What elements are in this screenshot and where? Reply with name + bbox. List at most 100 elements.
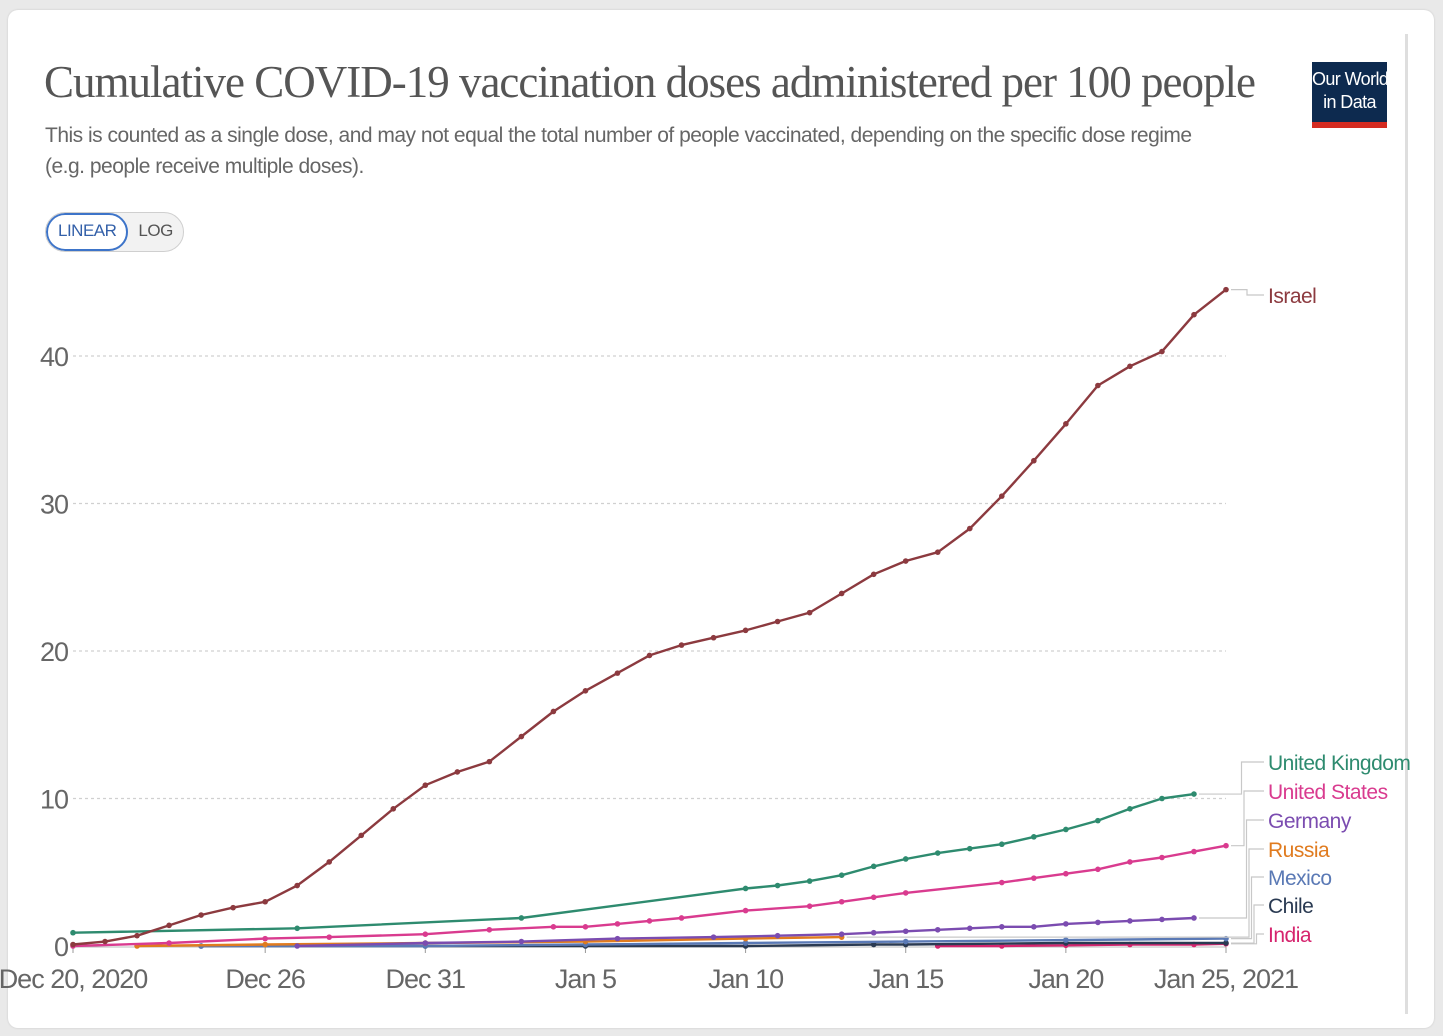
data-point [1063, 421, 1069, 427]
data-point [326, 859, 333, 865]
data-point [390, 806, 397, 812]
data-point [358, 832, 365, 839]
data-point [1127, 363, 1133, 370]
data-point [1031, 875, 1037, 881]
data-point [326, 934, 333, 940]
chart-card [8, 10, 1434, 1028]
series-label: Chile [1268, 895, 1313, 918]
y-tick-label: 30 [40, 490, 68, 520]
data-point [614, 670, 621, 676]
data-point [1223, 286, 1229, 293]
data-point [934, 549, 941, 555]
y-tick-label: 20 [40, 637, 68, 667]
data-point [166, 940, 172, 946]
data-point [742, 940, 749, 946]
data-point [422, 940, 429, 946]
x-tick-label: Jan 5 [555, 964, 616, 994]
data-point [1191, 311, 1197, 318]
data-point [774, 618, 781, 625]
data-point [1191, 848, 1197, 855]
series-label: India [1268, 924, 1312, 947]
data-point [806, 878, 813, 884]
data-point [774, 882, 781, 889]
data-point [806, 609, 813, 616]
data-point [1159, 348, 1165, 355]
data-point [1095, 382, 1101, 389]
data-point [902, 928, 909, 935]
data-point [678, 642, 685, 648]
y-axis: 0 10 20 30 40 [40, 342, 69, 962]
label-connector [1198, 761, 1264, 795]
series-line [937, 942, 1227, 948]
data-point [134, 932, 140, 939]
scale-toggle: LINEAR LOG [45, 212, 184, 252]
data-point [230, 904, 236, 911]
linear-scale-button[interactable]: LINEAR [46, 213, 129, 251]
data-point [166, 922, 172, 929]
y-tick-label: 0 [54, 932, 68, 962]
data-point [518, 938, 525, 945]
data-point [1095, 866, 1101, 873]
data-point [422, 931, 429, 937]
data-point [1127, 859, 1133, 865]
label-connector [1231, 876, 1264, 940]
data-point [1031, 924, 1037, 930]
data-point [742, 627, 749, 634]
series-line [72, 792, 1195, 934]
data-point [934, 926, 941, 933]
data-point [1031, 834, 1037, 840]
data-point [999, 924, 1005, 930]
data-point [999, 493, 1005, 499]
data-point [518, 915, 525, 921]
label-connector [1231, 933, 1264, 945]
chart-subtitle: This is counted as a single dose, and ma… [45, 124, 1192, 178]
data-point [934, 850, 941, 856]
data-point [966, 525, 973, 532]
data-point [582, 688, 589, 694]
owid-logo[interactable]: Our World in Data [1312, 62, 1389, 128]
data-point [614, 935, 621, 942]
data-point [999, 841, 1005, 848]
data-point [550, 708, 557, 715]
data-point [262, 935, 268, 942]
data-point [102, 938, 108, 945]
data-point [1191, 791, 1197, 797]
x-tick-label: Dec 20, 2020 [0, 964, 147, 994]
data-point [806, 903, 813, 909]
label-connector [1198, 819, 1264, 919]
data-point [1095, 817, 1101, 824]
data-point [1063, 937, 1069, 943]
data-point [742, 907, 749, 914]
data-point [966, 925, 973, 932]
log-scale-button[interactable]: LOG [138, 221, 173, 240]
data-point [710, 934, 717, 940]
data-point [870, 863, 877, 870]
x-tick-label: Jan 10 [708, 964, 783, 994]
data-point [774, 932, 781, 939]
data-point [550, 924, 557, 930]
data-point [678, 915, 685, 921]
data-point [838, 898, 845, 905]
series-label: Russia [1268, 839, 1330, 862]
series-label: United States [1268, 781, 1388, 804]
logo-line-2: in Data [1323, 92, 1376, 112]
label-connector [1231, 904, 1264, 944]
legend-labels: Israel United Kingdom United States Germany… [846, 285, 1411, 947]
x-tick-label: Jan 25, 2021 [1154, 964, 1298, 994]
data-point [582, 924, 589, 930]
data-point [902, 558, 909, 564]
x-axis: Dec 20, 2020 Dec 26 Dec 31 Jan 5 Jan 10 Jan 1… [0, 947, 1299, 994]
data-point [1063, 826, 1069, 833]
data-point [262, 941, 268, 948]
data-point [294, 882, 300, 889]
chart-title: Cumulative COVID-19 vaccination doses ad… [44, 57, 1256, 107]
data-point [1095, 919, 1101, 926]
data-point [870, 941, 877, 948]
data-point [966, 845, 973, 852]
grid-lines [73, 355, 1226, 948]
data-point [999, 879, 1005, 886]
data-point [646, 652, 653, 659]
label-connector [1231, 790, 1264, 847]
x-tick-label: Dec 31 [386, 964, 466, 994]
data-point [902, 890, 909, 896]
